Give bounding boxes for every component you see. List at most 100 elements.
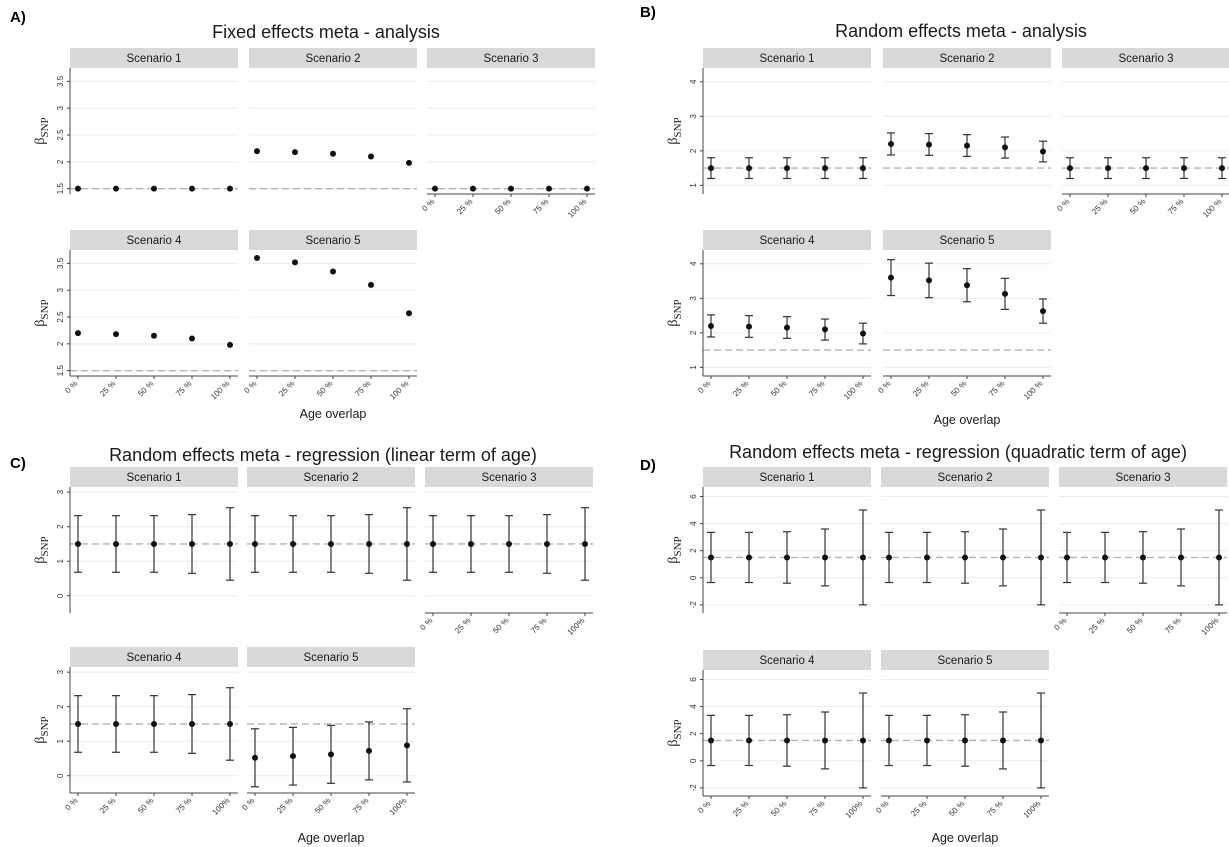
strip-label: Scenario 3 [484, 53, 539, 65]
x-tick-label: 100 % [209, 379, 231, 401]
strip-header [70, 467, 238, 487]
x-tick-label: 50 % [136, 379, 155, 398]
y-axis-label-base: β [33, 557, 48, 564]
x-tick-label: 75 % [807, 379, 826, 398]
y-tick-label: 3 [56, 287, 65, 292]
x-tick-label: 75 % [174, 379, 193, 398]
x-tick-label: 0 % [420, 197, 436, 213]
data-point [151, 540, 157, 547]
x-tick-label: 0 % [876, 379, 892, 395]
data-point [1002, 144, 1008, 151]
y-axis-label: βSNP [33, 536, 51, 563]
strip-label: Scenario 4 [127, 652, 183, 664]
y-tick-label: -2 [689, 784, 698, 792]
data-point [292, 259, 298, 266]
y-tick-label: 0 [56, 773, 65, 778]
data-point [227, 185, 233, 192]
y-axis-label-base: β [666, 557, 681, 564]
panel-title: Fixed effects meta - analysis [212, 22, 440, 42]
data-point [432, 185, 438, 192]
data-point [227, 720, 233, 727]
data-point [406, 310, 412, 317]
x-tick-label: 75 % [807, 799, 826, 818]
data-point [328, 751, 334, 758]
data-point [227, 540, 233, 547]
x-tick-label: 100% [566, 616, 587, 637]
y-tick-label: 0 [56, 593, 65, 598]
subplot-scenario-2: Scenario 2 [881, 467, 1049, 606]
strip-label: Scenario 1 [760, 472, 815, 484]
x-tick-label: 25 % [909, 799, 928, 818]
data-point [1038, 737, 1044, 744]
data-point [1038, 554, 1044, 561]
data-point [366, 540, 372, 547]
data-point [546, 185, 552, 192]
data-point [544, 540, 550, 547]
x-tick-label: 100% [388, 796, 409, 817]
x-tick-label: 75 % [985, 799, 1004, 818]
subplot-scenario-5: Scenario 5 0 % 25 % 50 % 75 % 100% [240, 647, 415, 817]
strip-header [883, 230, 1051, 250]
y-tick-label: 0 [689, 575, 698, 580]
data-point [368, 281, 374, 288]
x-tick-label: 0 % [874, 799, 890, 815]
strip-label: Scenario 5 [304, 652, 359, 664]
subplot-scenario-1: Scenario 1 1 2 3 4 βSNP [666, 48, 871, 194]
data-point [113, 540, 119, 547]
subplot-scenario-1: Scenario 1 -2 0 2 4 6 βSNP [666, 467, 871, 613]
y-tick-label: 6 [689, 677, 698, 682]
data-point [368, 153, 374, 160]
data-point [151, 185, 157, 192]
x-tick-label: 25 % [277, 379, 296, 398]
data-point [254, 148, 260, 155]
data-point [1040, 308, 1046, 315]
data-point [1040, 148, 1046, 155]
y-tick-label: 2 [689, 330, 698, 335]
data-point [113, 185, 119, 192]
x-tick-label: 0 % [63, 796, 79, 812]
x-tick-label: 75 % [529, 616, 548, 635]
y-tick-label: 2 [56, 524, 65, 529]
data-point [330, 268, 336, 275]
data-point [1105, 165, 1111, 172]
strip-label: Scenario 5 [306, 235, 361, 247]
data-point [1064, 554, 1070, 561]
data-point [1178, 554, 1184, 561]
y-axis-label: βSNP [666, 536, 684, 563]
strip-label: Scenario 2 [304, 472, 359, 484]
data-point [404, 742, 410, 749]
data-point [1143, 165, 1149, 172]
data-point [290, 540, 296, 547]
subplot-scenario-4: Scenario 4 -2 0 2 4 6 βSNP 0 % 25 % 50 % 75 % 100% [666, 650, 871, 820]
x-tick-label: 0 % [696, 379, 712, 395]
data-point [822, 554, 828, 561]
y-tick-label: 2 [689, 148, 698, 153]
data-point [860, 165, 866, 172]
y-tick-label: 4 [689, 261, 698, 266]
data-point [708, 322, 714, 329]
data-point [962, 737, 968, 744]
y-axis-label-base: β [33, 138, 48, 145]
data-point [366, 747, 372, 754]
panel-title: Random effects meta - analysis [835, 21, 1087, 41]
data-point [468, 540, 474, 547]
x-tick-label: 100% [211, 796, 232, 817]
subplot-scenario-4: Scenario 4 1.5 2 2.5 3 3.5 βSNP 0 % 25 % 50 % 75 %… [33, 230, 238, 401]
x-tick-label: 100% [1022, 799, 1043, 820]
y-tick-label: 3.5 [56, 257, 65, 269]
strip-label: Scenario 4 [127, 235, 183, 247]
x-tick-label: 75 % [987, 379, 1006, 398]
y-tick-label: 4 [689, 704, 698, 709]
x-tick-label: 0 % [242, 379, 258, 395]
panel-d: D) Random effects meta - regression (quad… [640, 442, 1227, 845]
x-axis-label: Age overlap [298, 831, 365, 845]
strip-header [249, 48, 417, 68]
data-point [508, 185, 514, 192]
x-tick-label: 100 % [1022, 379, 1044, 401]
data-point [1216, 554, 1222, 561]
strip-header [1062, 48, 1229, 68]
x-tick-label: 25 % [1087, 616, 1106, 635]
y-axis-label-base: β [33, 320, 48, 327]
strip-header [703, 230, 871, 250]
y-axis-label-sub: SNP [672, 117, 684, 137]
